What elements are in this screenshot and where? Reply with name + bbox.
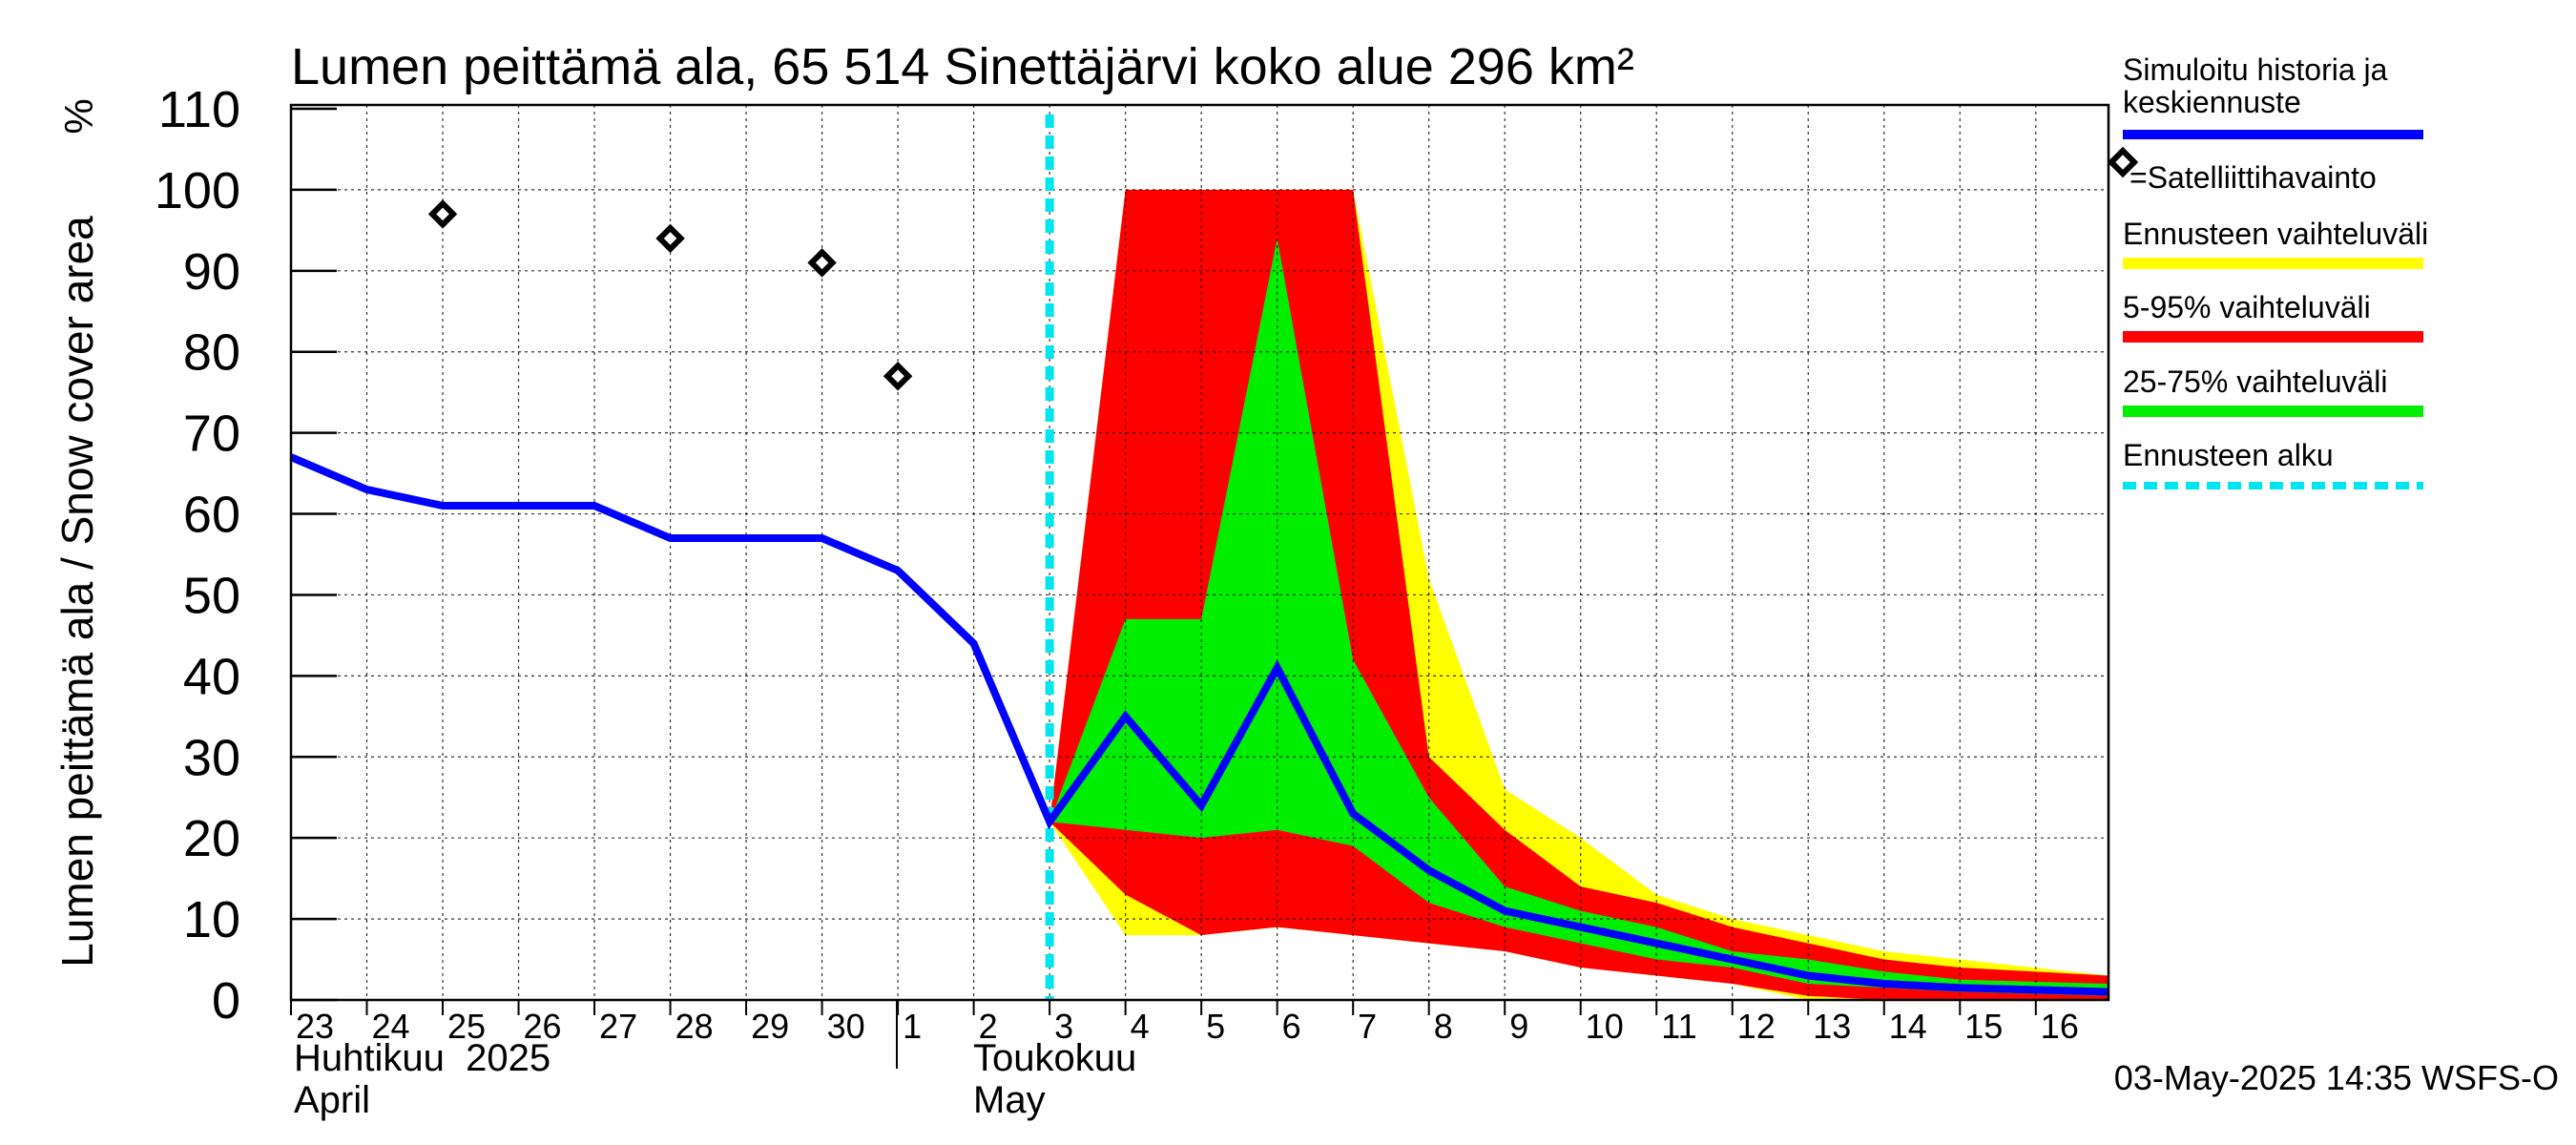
- x-tick-label: 23: [296, 1007, 334, 1046]
- x-tick-label: 25: [447, 1007, 486, 1046]
- x-tick-label: 27: [599, 1007, 637, 1046]
- x-tick-label: 7: [1358, 1007, 1377, 1046]
- month-label-april-en: April: [294, 1079, 370, 1121]
- x-tick-label: 24: [372, 1007, 410, 1046]
- x-tick-label: 15: [1964, 1007, 2003, 1046]
- plot-border: [289, 103, 2110, 1002]
- y-tick-label: 50: [183, 567, 240, 624]
- x-tick-label: 10: [1586, 1007, 1624, 1046]
- x-tick-label: 26: [524, 1007, 562, 1046]
- x-tick-label: 30: [827, 1007, 865, 1046]
- x-tick-label: 9: [1509, 1007, 1528, 1046]
- x-tick-label: 29: [751, 1007, 789, 1046]
- x-tick-label: 1: [903, 1007, 922, 1046]
- band-25-75: [1049, 238, 2109, 996]
- x-tick-label: 13: [1813, 1007, 1851, 1046]
- y-tick-label: 60: [183, 487, 240, 544]
- legend-label-forecast-range: Ennusteen vaihteluväli: [2123, 217, 2428, 251]
- y-axis-ticks: 0 10 20 30 40 50 60 70 80 90 100 110: [155, 81, 337, 1030]
- x-tick-label: 6: [1282, 1007, 1301, 1046]
- month-label-april-fi: Huhtikuu 2025: [294, 1037, 551, 1079]
- month-label-may-en: May: [973, 1079, 1046, 1121]
- y-tick-label: 30: [183, 729, 240, 786]
- legend-swatch-satellite: [2107, 146, 2139, 178]
- y-tick-label: 10: [183, 891, 240, 948]
- legend-label-25-75: 25-75% vaihteluväli: [2123, 364, 2388, 399]
- satellite-observation-point: [427, 199, 458, 229]
- forecast-bands: [1049, 189, 2109, 1001]
- legend-label-simulated: Simuloitu historia ja: [2123, 52, 2388, 87]
- month-label-may-fi: Toukokuu: [973, 1037, 1136, 1079]
- plot-frame: [289, 103, 2110, 1002]
- satellite-observation-point: [883, 361, 913, 391]
- y-axis-unit: %: [56, 98, 101, 134]
- y-tick-label: 110: [158, 81, 240, 138]
- y-tick-label: 70: [183, 406, 240, 463]
- x-tick-label: 8: [1434, 1007, 1453, 1046]
- legend-label-simulated-2: keskiennuste: [2123, 85, 2301, 119]
- x-tick-label: 11: [1661, 1007, 1696, 1046]
- legend-label-5-95: 5-95% vaihteluväli: [2123, 290, 2371, 324]
- chart-title: Lumen peittämä ala, 65 514 Sinettäjärvi …: [291, 38, 1634, 95]
- data-series: [289, 199, 2109, 996]
- y-tick-label: 20: [183, 810, 240, 867]
- x-tick-label: 2: [979, 1007, 998, 1046]
- legend: Simuloitu historia ja keskiennuste =Sate…: [2107, 52, 2428, 489]
- satellite-observation-point: [655, 223, 685, 254]
- x-tick-label: 3: [1054, 1007, 1073, 1046]
- y-tick-label: 40: [183, 648, 240, 705]
- legend-label-forecast-start: Ennusteen alku: [2123, 438, 2334, 472]
- y-tick-label: 100: [155, 162, 240, 219]
- x-tick-label: 5: [1206, 1007, 1225, 1046]
- y-axis-label: Lumen peittämä ala / Snow cover area: [52, 216, 102, 968]
- x-tick-label: 14: [1889, 1007, 1927, 1046]
- x-tick-label: 4: [1131, 1007, 1150, 1046]
- y-tick-label: 0: [212, 972, 240, 1030]
- simulated-median-line: [289, 453, 2109, 996]
- legend-label-satellite: =Satelliittihavainto: [2129, 160, 2377, 195]
- y-tick-label: 90: [183, 243, 240, 301]
- x-tick-label: 12: [1737, 1007, 1776, 1046]
- x-axis-ticks: 23 24 25 26 27 28 29 30 1 2 3 4 5 6 7 8 9 10 11 12 13 14 15 16: [290, 1000, 2079, 1046]
- satellite-observation-point: [807, 248, 837, 278]
- timestamp: 03-May-2025 14:35 WSFS-O: [2114, 1058, 2559, 1097]
- y-tick-label: 80: [183, 324, 240, 382]
- x-tick-label: 28: [675, 1007, 714, 1046]
- x-tick-label: 16: [2041, 1007, 2079, 1046]
